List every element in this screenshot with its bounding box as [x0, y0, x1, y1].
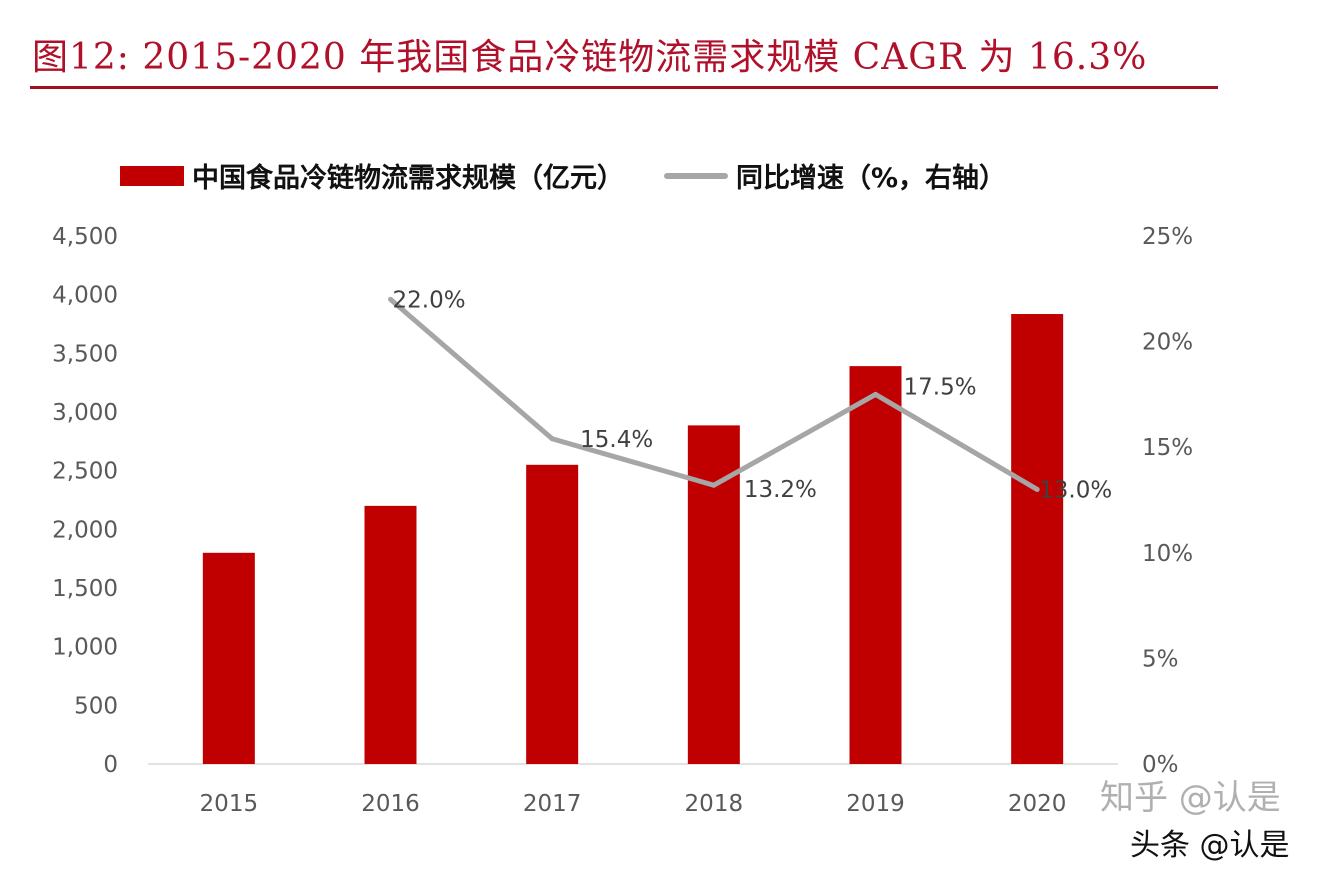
bar — [1011, 314, 1064, 764]
x-tick-label: 2019 — [846, 791, 905, 817]
data-label: 22.0% — [393, 287, 466, 313]
y-left-tick-label: 1,000 — [52, 635, 118, 661]
watermark-zhihu: 知乎 @认是 — [1100, 778, 1281, 818]
title-divider — [30, 86, 1218, 89]
y-right-tick-label: 15% — [1142, 435, 1193, 461]
bar — [364, 505, 417, 764]
legend-swatch-bar — [120, 165, 184, 186]
data-label: 13.0% — [1039, 477, 1112, 503]
data-label: 13.2% — [744, 477, 817, 503]
y-left-tick-label: 500 — [74, 693, 118, 719]
y-left-tick-label: 1,500 — [52, 576, 118, 602]
y-left-tick-label: 3,000 — [52, 400, 118, 426]
x-tick-label: 2018 — [685, 791, 744, 817]
y-right-tick-label: 25% — [1142, 224, 1193, 250]
y-left-tick-label: 2,000 — [52, 517, 118, 543]
watermark-toutiao: 头条 @认是 — [1130, 828, 1290, 863]
x-tick-label: 2015 — [200, 791, 259, 817]
y-right-tick-label: 10% — [1142, 541, 1193, 567]
line-point — [1034, 486, 1040, 492]
y-left-tick-label: 2,500 — [52, 459, 118, 485]
x-tick-label: 2016 — [361, 791, 420, 817]
legend: 中国食品冷链物流需求规模（亿元） 同比增速（%，右轴） — [120, 156, 1006, 195]
bar — [849, 366, 902, 764]
legend-swatch-line — [664, 172, 728, 179]
legend-label-line: 同比增速（%，右轴） — [736, 163, 1007, 194]
bar — [202, 552, 255, 764]
chart-title: 图12: 2015-2020 年我国食品冷链物流需求规模 CAGR 为 16.3… — [32, 37, 1148, 78]
y-right-tick-label: 20% — [1142, 330, 1193, 356]
line-point — [388, 296, 393, 302]
x-tick-label: 2020 — [1008, 791, 1067, 817]
y-left-tick-label: 4,000 — [52, 283, 118, 309]
line-point — [873, 391, 878, 397]
y-left-tick-label: 4,500 — [52, 224, 118, 250]
y-left-tick-label: 3,500 — [52, 341, 118, 367]
legend-label-bar: 中国食品冷链物流需求规模（亿元） — [192, 163, 624, 194]
bar — [526, 464, 579, 764]
line-point — [711, 482, 717, 488]
y-left-tick-label: 0 — [103, 752, 118, 778]
data-label: 15.4% — [580, 427, 653, 453]
x-tick-label: 2017 — [523, 791, 582, 817]
line-point — [549, 436, 555, 442]
y-right-tick-label: 5% — [1142, 646, 1179, 672]
data-label: 17.5% — [904, 374, 977, 400]
y-right-tick-label: 0% — [1142, 752, 1179, 778]
